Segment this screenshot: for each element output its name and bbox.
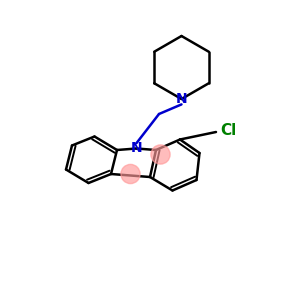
Text: N: N	[176, 92, 187, 106]
Text: N: N	[131, 142, 142, 155]
Text: Cl: Cl	[220, 123, 237, 138]
Circle shape	[121, 164, 140, 184]
Circle shape	[151, 145, 170, 164]
